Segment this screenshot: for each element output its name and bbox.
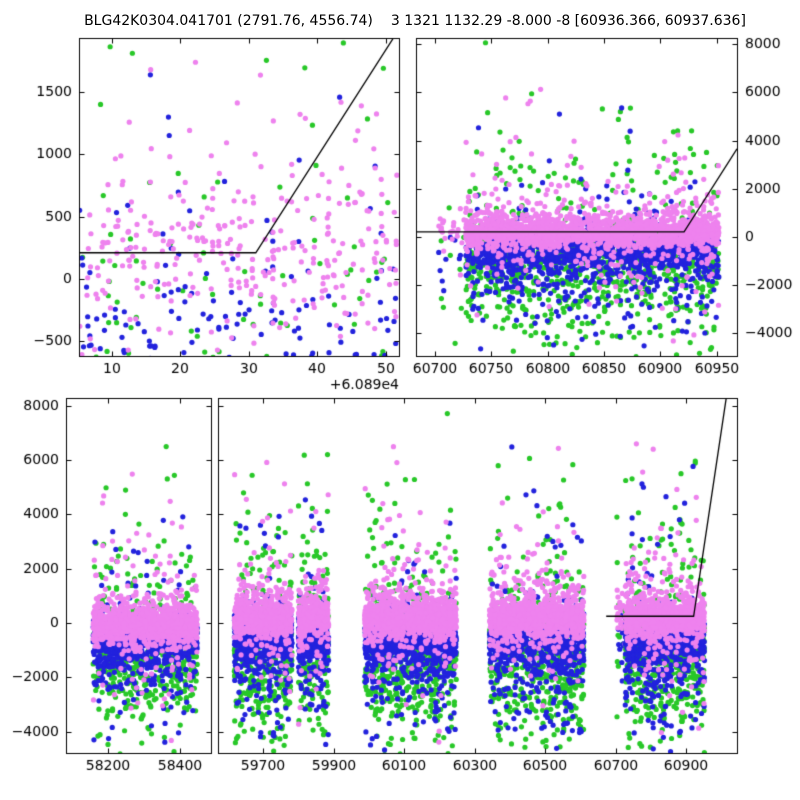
figure-title-params: 3 1321 1132.29 -8.000 -8 [60936.366, 609…	[390, 13, 746, 29]
figure-title: BLG42K0304.041701 (2791.76, 4556.74) 3 13…	[0, 13, 800, 29]
figure-title-object: BLG42K0304.041701 (2791.76, 4556.74)	[84, 13, 373, 29]
